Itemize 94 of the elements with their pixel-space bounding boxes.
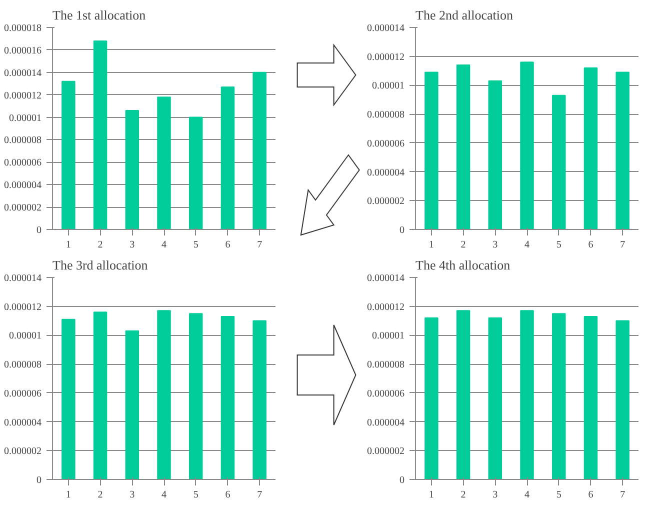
x-tick-label: 1 [66,490,71,500]
y-tick-label: 0.000002 [367,196,404,208]
x-tick-label: 7 [620,490,626,500]
bar [252,72,266,230]
bar [93,40,108,230]
bar [520,62,534,230]
x-tick-label: 3 [492,490,498,500]
y-tick-label: 0.000002 [4,202,42,214]
y-tick-label: 0.000008 [367,110,404,121]
x-tick-label: 7 [257,490,262,500]
bar [188,116,203,230]
y-tick-label: 0.000006 [367,138,404,150]
x-tick-label: 5 [556,490,562,500]
y-tick-label: 0.000008 [4,135,42,146]
x-tick-label: 5 [556,240,562,250]
y-tick-label: 0 [400,475,404,486]
bar [456,310,470,480]
bar [62,80,76,230]
y-tick-label: 0.000004 [4,180,42,192]
chart-title: The 3rd allocation [52,258,148,272]
x-tick-label: 4 [524,240,530,250]
x-tick-label: 1 [428,490,434,500]
y-tick-label: 0.000012 [367,302,404,313]
x-tick-label: 6 [225,240,230,250]
x-tick-label: 5 [193,490,198,500]
x-tick-label: 7 [620,240,626,250]
x-tick-label: 2 [98,490,103,500]
bar [456,64,470,230]
x-tick-label: 2 [98,240,103,250]
y-tick-label: 0.000014 [367,23,404,34]
x-tick-label: 4 [162,240,166,250]
y-tick-label: 0.00001 [9,112,42,124]
bar [125,330,140,480]
x-tick-label: 6 [225,490,230,500]
bar [616,320,630,480]
bar [424,317,438,480]
y-tick-label: 0.00001 [372,330,404,342]
x-tick-label: 4 [162,490,166,500]
bar [584,67,598,230]
y-tick-label: 0.000006 [4,158,42,169]
x-tick-label: 2 [460,240,466,250]
x-tick-label: 2 [460,490,466,500]
x-tick-label: 6 [588,240,594,250]
y-tick-label: 0 [36,225,42,236]
x-tick-label: 7 [257,240,262,250]
bar [552,313,566,480]
y-tick-label: 0.000008 [367,360,404,371]
y-tick-label: 0 [400,225,404,236]
y-tick-label: 0.000004 [367,417,404,428]
y-tick-label: 0.000014 [4,68,42,79]
chart-title: The 2nd allocation [416,8,514,22]
bar [62,318,76,480]
bar [552,94,566,230]
bar [220,86,235,230]
bar [188,313,203,480]
y-tick-label: 0.00001 [372,80,404,92]
y-tick-label: 0.000012 [4,90,42,102]
bar [252,320,266,480]
y-tick-label: 0.000012 [4,302,42,313]
bar [488,317,502,480]
chart-title: The 1st allocation [52,8,146,22]
y-tick-label: 0.000018 [4,23,42,34]
chart-title: The 4th allocation [416,258,511,272]
bar [488,80,502,230]
x-tick-label: 3 [492,240,498,250]
bar [157,96,171,230]
y-tick-label: 0.000012 [367,52,404,63]
bar [424,72,438,230]
y-tick-label: 0 [36,475,42,486]
bar [616,72,630,230]
y-tick-label: 0.000006 [367,388,404,400]
y-tick-label: 0.000008 [4,360,42,371]
y-tick-label: 0.00001 [9,330,42,342]
bar [157,310,171,480]
x-tick-label: 3 [130,490,135,500]
x-tick-label: 6 [588,490,594,500]
y-tick-label: 0.000004 [4,417,42,428]
bar [584,316,598,480]
x-tick-label: 1 [66,240,71,250]
y-tick-label: 0.000014 [4,273,42,284]
bar [93,312,108,480]
y-tick-label: 0.000006 [4,388,42,400]
y-tick-label: 0.000014 [367,273,404,284]
bar [520,310,534,480]
x-tick-label: 5 [193,240,198,250]
y-tick-label: 0.000002 [367,446,404,458]
y-tick-label: 0.000002 [4,446,42,458]
bar [220,316,235,480]
bar [125,110,140,230]
x-tick-label: 4 [524,490,530,500]
x-tick-label: 1 [428,240,434,250]
y-tick-label: 0.000016 [4,45,42,56]
y-tick-label: 0.000004 [367,167,404,178]
x-tick-label: 3 [130,240,135,250]
